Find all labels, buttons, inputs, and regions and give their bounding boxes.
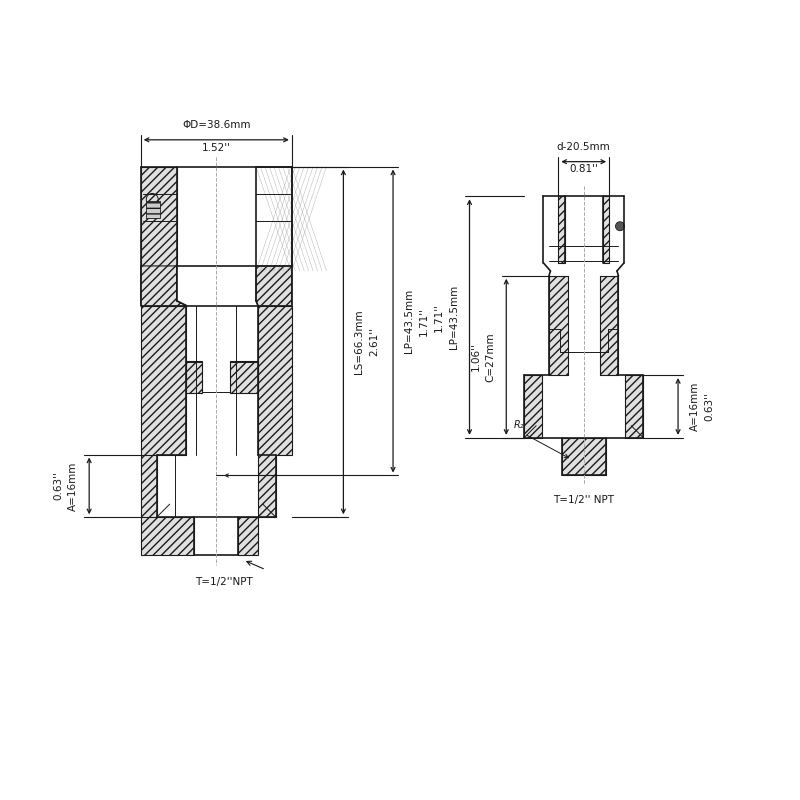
Text: 2.61'': 2.61'' (370, 327, 379, 357)
Text: d-20.5mm: d-20.5mm (557, 142, 610, 152)
Polygon shape (141, 306, 194, 555)
Text: 1.71'': 1.71'' (419, 306, 429, 335)
Text: 0.63'': 0.63'' (54, 471, 63, 500)
Text: LS=66.3mm: LS=66.3mm (354, 310, 364, 374)
Text: 0.81'': 0.81'' (570, 164, 598, 174)
Polygon shape (186, 362, 202, 393)
Text: R₂: R₂ (514, 420, 524, 430)
Text: ΦD=38.6mm: ΦD=38.6mm (182, 120, 250, 130)
Polygon shape (238, 306, 292, 555)
Text: T=1/2''NPT: T=1/2''NPT (195, 577, 253, 586)
Polygon shape (549, 276, 568, 375)
Circle shape (615, 222, 625, 230)
Polygon shape (524, 375, 542, 438)
Polygon shape (141, 166, 177, 266)
Polygon shape (562, 438, 606, 475)
Text: T=1/2'' NPT: T=1/2'' NPT (554, 495, 614, 506)
Polygon shape (230, 362, 258, 393)
Polygon shape (602, 197, 609, 263)
Text: LP=43.5mm: LP=43.5mm (449, 285, 458, 350)
Text: C=27mm: C=27mm (486, 332, 495, 382)
Polygon shape (558, 197, 565, 263)
Text: A=16mm: A=16mm (690, 382, 700, 431)
Bar (146, 202, 160, 218)
Text: 0.63'': 0.63'' (705, 392, 715, 421)
Polygon shape (256, 266, 292, 306)
Text: 1.71'': 1.71'' (434, 302, 444, 331)
Text: LP=43.5mm: LP=43.5mm (404, 289, 414, 353)
Text: A=16mm: A=16mm (68, 462, 78, 510)
Text: 1.52'': 1.52'' (202, 142, 230, 153)
Polygon shape (626, 375, 643, 438)
Text: 1.06'': 1.06'' (470, 342, 481, 371)
Polygon shape (600, 276, 618, 375)
Polygon shape (141, 266, 186, 306)
